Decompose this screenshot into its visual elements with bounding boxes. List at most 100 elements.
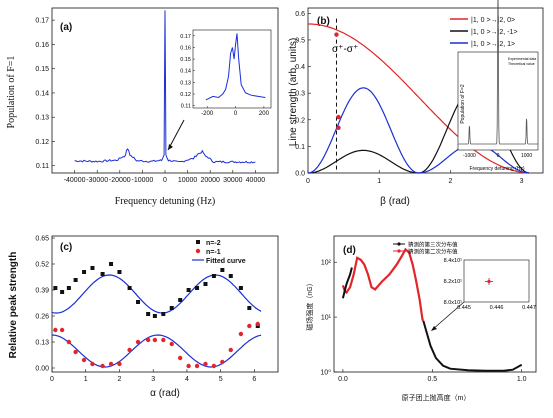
panel-c-point-n2: [220, 268, 225, 272]
panel-c-point-n1: [186, 363, 191, 369]
panel-d-xtick-label: 0.5: [427, 376, 437, 383]
panel-d-inset-point: [487, 279, 491, 284]
panel-a-inset-frame: [192, 29, 272, 109]
panel-a-xlabel: Frequency detuning (Hz): [115, 196, 216, 207]
panel-d-xlabel: 原子团上抛高度（m）: [402, 393, 471, 402]
panel-c-xlabel: α (rad): [150, 388, 180, 399]
panel-a-xtick-label: -20000: [109, 177, 131, 184]
panel-a-inset-xtick-label: 0: [234, 111, 238, 117]
panel-c-point-n2: [127, 286, 132, 290]
panel-c-point-n1: [135, 339, 141, 345]
panel-b-xlabel: β (rad): [380, 196, 410, 207]
panel-c-point-n2: [73, 278, 78, 282]
panel-c-ytick-label: 0.00: [35, 366, 49, 373]
panel-b-series-blue: [307, 87, 529, 174]
panel-a-inset-ytick-label: 0.12: [180, 92, 191, 98]
panel-c-point-n1: [247, 323, 252, 329]
panel-c-point-n2: [238, 286, 243, 290]
panel-a: (a) Frequency detuning (Hz) Population o…: [6, 7, 279, 207]
panel-b-label: (b): [317, 16, 330, 27]
panel-b-ytick-label: 0.1: [295, 144, 305, 151]
panel-d-ytick-label: 10²: [321, 260, 332, 267]
panel-b-xtick-label: 1: [377, 178, 381, 185]
panel-b-inset-ylabel: Population of F=2: [460, 84, 466, 124]
panel-c-xtick-label: 1: [84, 376, 88, 383]
panel-c-point-n1: [152, 337, 158, 343]
panel-b-marker: [336, 125, 341, 130]
panel-c-point-n2: [169, 306, 174, 310]
panel-b-inset-frame: [457, 51, 539, 151]
panel-c-point-n2: [136, 300, 141, 304]
panel-d-inset-ytick-label: 8.4x10¹: [444, 258, 463, 264]
panel-c-point-n2: [82, 270, 87, 274]
panel-c-point-n1: [177, 355, 183, 361]
panel-a-inset-ytick-label: 0.14: [180, 69, 191, 75]
panel-a-inset-ytick-label: 0.16: [180, 45, 191, 51]
legend-label-black: |1, 0 >→|2, -1>: [471, 29, 517, 36]
panel-c-point-n2: [66, 286, 71, 290]
panel-b: (b) β (rad) Line strength (arb. units) 0…: [288, 0, 544, 207]
panel-c-point-n2: [109, 262, 114, 266]
panel-d-xtick-label: 1.0: [517, 376, 527, 383]
panel-b-series-red: [308, 23, 529, 174]
panel-a-xtick-label: -10000: [132, 177, 154, 184]
panel-a-inset-line: [205, 33, 266, 101]
panel-d-frame: [333, 235, 537, 373]
panel-c-legend: n=-2 n=-1 Fitted curve: [192, 240, 246, 265]
panel-c-frame: [51, 235, 279, 373]
panel-c-point-n1: [211, 363, 217, 369]
panel-b-inset-line: [458, 0, 538, 145]
panel-d-inset-ytick-label: 8.0x10¹: [444, 300, 463, 306]
panel-c-point-n1: [194, 363, 200, 369]
panel-a-xtick-label: 10000: [178, 177, 198, 184]
panel-b-inset-xlabel: Frequency detuning (Hz): [469, 166, 524, 172]
panel-a-inset-ytick-label: 0.17: [180, 34, 191, 40]
panel-d-ylabel: 磁场强度（nG）: [305, 279, 314, 330]
panel-b-inset-xtick-label: 1000: [521, 153, 532, 159]
panel-b-ylabel: Line strength (arb. units): [288, 38, 299, 146]
panel-c-ytick-label: 0.26: [35, 314, 49, 321]
panel-c-point-n1: [161, 337, 166, 343]
panel-c-ytick-label: 0.52: [35, 262, 49, 269]
legend-label-red: |1, 0 >→|2, 0>: [471, 17, 515, 24]
panel-c-xtick-label: 3: [151, 376, 155, 383]
legend-marker-n1: [195, 248, 201, 254]
panel-c-point-n1: [255, 321, 260, 327]
panel-c-point-n1: [220, 359, 225, 365]
panel-c-point-n1: [59, 327, 65, 333]
panel-d-xtick-label: 0.0: [338, 376, 348, 383]
legend-label-blue: |1, 0 >→|2, 1>: [471, 41, 515, 48]
panel-c-point-n2: [152, 314, 157, 318]
panel-d-inset-xtick-label: 0.445: [457, 305, 471, 311]
panel-c-point-n1: [53, 327, 58, 333]
panel-a-xtick-label: 20000: [200, 177, 220, 184]
panel-a-ytick-label: 0.15: [35, 66, 49, 73]
panel-a-series-line: [74, 10, 256, 164]
panel-a-ytick-label: 0.13: [35, 115, 49, 122]
panel-c-point-n2: [178, 298, 183, 302]
panel-a-inset-xtick-label: -200: [201, 111, 214, 117]
panel-a-ylabel: Population of F=1: [6, 56, 17, 129]
panel-b-ytick-label: 0.4: [295, 64, 305, 71]
panel-a-ytick-label: 0.14: [35, 90, 49, 97]
panel-b-inset-xtick-label: -1000: [463, 153, 476, 159]
panel-a-xtick-label: 40000: [246, 177, 266, 184]
panel-d-arrowhead: [431, 326, 437, 331]
panel-c-point-n1: [73, 349, 78, 355]
legend-marker-n2: [196, 240, 200, 244]
panel-d-series-black: [341, 267, 523, 372]
panel-d-ytick-label: 10¹: [321, 315, 332, 322]
panel-a-xtick-label: 30000: [223, 177, 243, 184]
panel-a-xtick-label: -30000: [86, 177, 108, 184]
panel-c-point-n2: [100, 272, 105, 276]
panel-d-label: (d): [343, 245, 356, 256]
panel-b-inset-xtick-label: 0: [497, 153, 500, 159]
panel-b-ytick-label: 0.6: [295, 11, 305, 18]
panel-b-ytick-label: 0.3: [295, 91, 305, 98]
panel-c-point-n2: [203, 282, 208, 286]
panel-a-xtick-label: 0: [163, 177, 167, 184]
panel-b-annotation: σ⁺-σ⁺: [332, 44, 358, 55]
panel-c-point-n2: [186, 288, 191, 292]
panel-b-ytick-label: 0.2: [295, 117, 305, 124]
